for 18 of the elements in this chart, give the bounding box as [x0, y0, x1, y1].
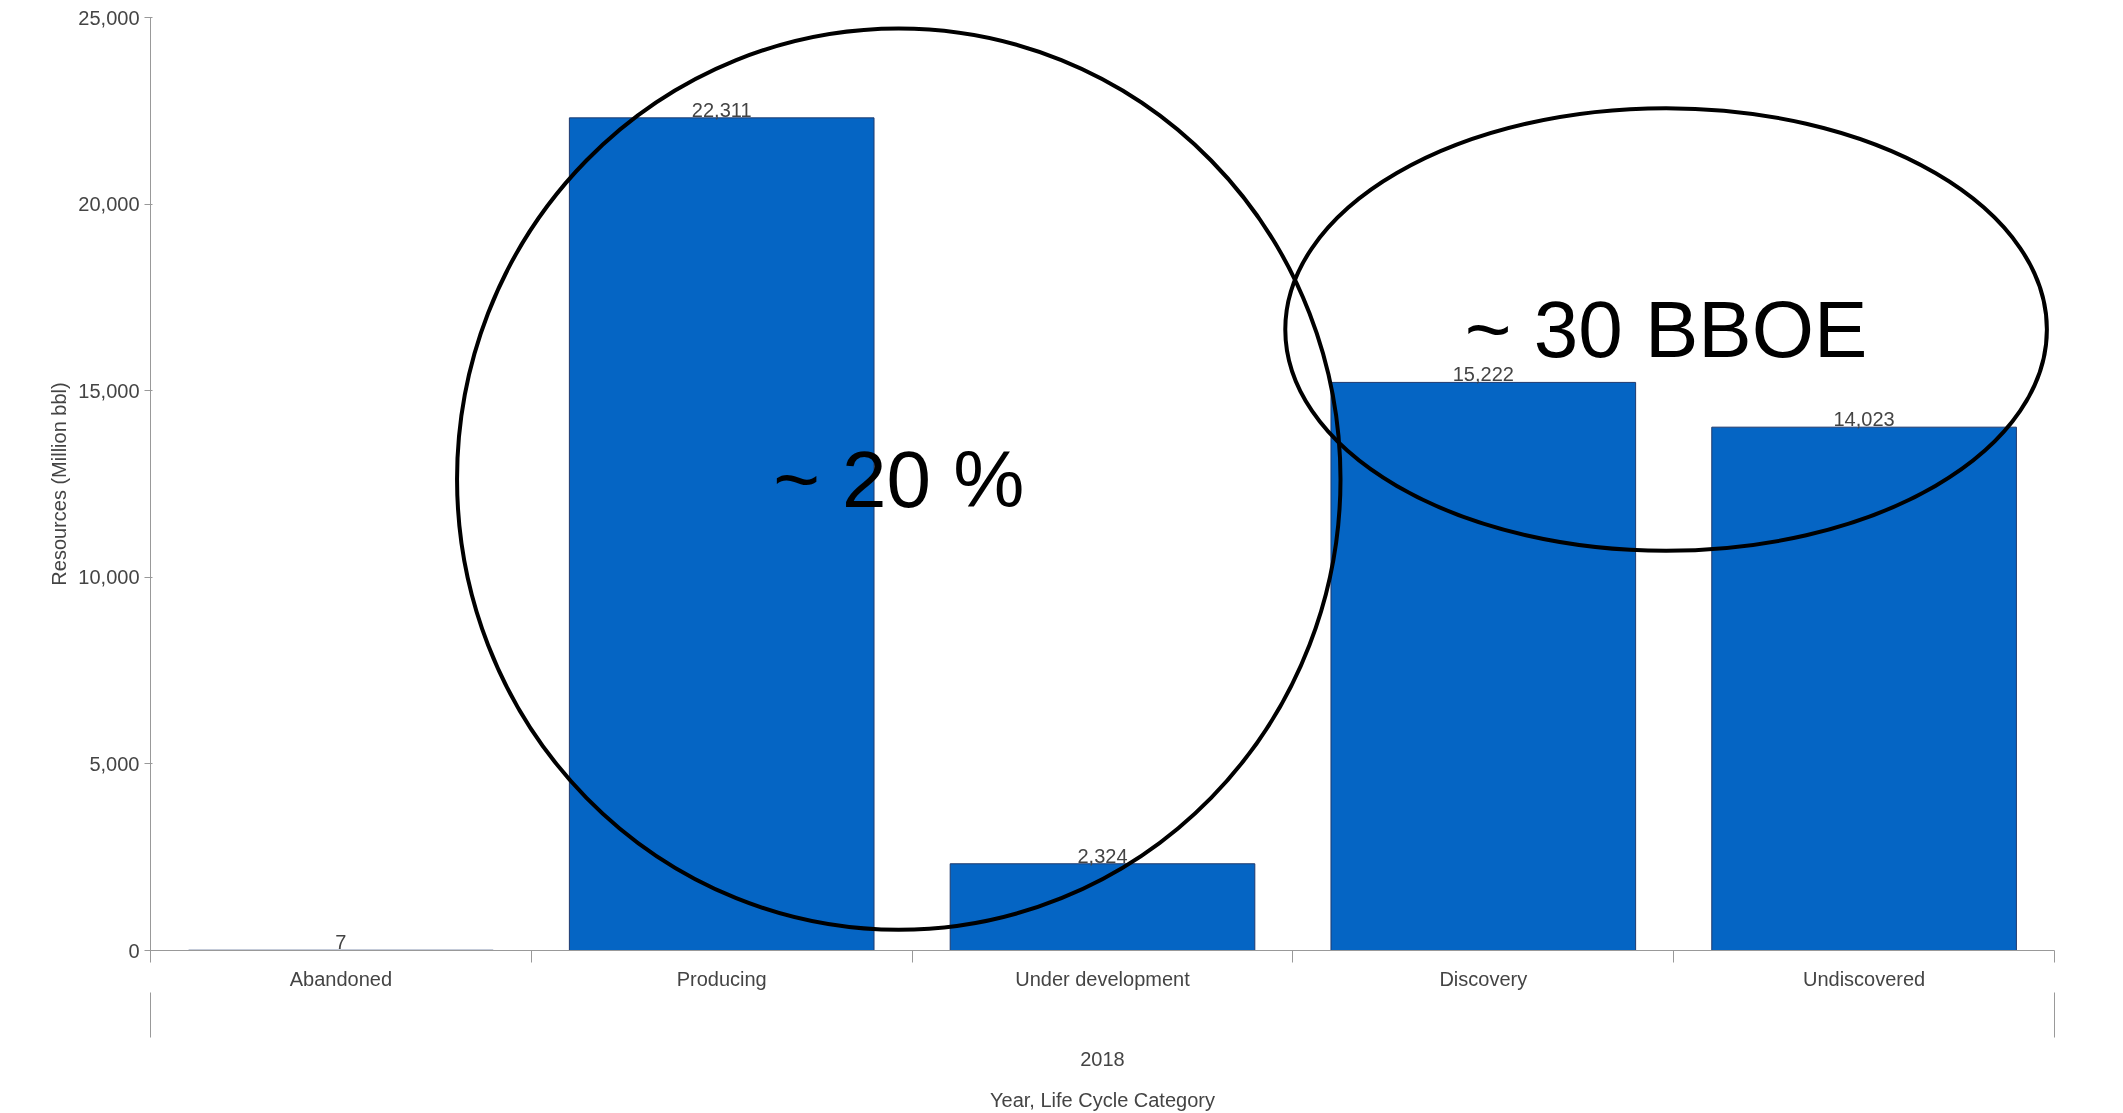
y-tick-label: 20,000 [78, 193, 140, 216]
data-label: 22,311 [691, 98, 752, 121]
x-tick-label: Producing [676, 967, 767, 990]
x-tick-label: Abandoned [289, 967, 393, 990]
x-tick-label: Under development [1015, 967, 1191, 990]
y-axis-title: Resources (Million bbl) [48, 382, 71, 586]
x-axis-title: Year, Life Cycle Category [990, 1088, 1215, 1111]
text: 2018 [1080, 1047, 1125, 1070]
y-tick-label: 5,000 [89, 752, 140, 775]
data-label: 2,324 [1077, 844, 1128, 867]
y-tick-label: 15,000 [78, 379, 140, 402]
y-tick-label: 10,000 [78, 566, 140, 589]
x-tick-label: Discovery [1439, 967, 1528, 990]
data-label: 14,023 [1833, 408, 1895, 431]
y-tick-label: 0 [128, 939, 140, 962]
data-label: 7 [335, 931, 347, 954]
x-tick-label: Undiscovered [1802, 967, 1926, 990]
y-tick-label: 25,000 [78, 6, 140, 29]
